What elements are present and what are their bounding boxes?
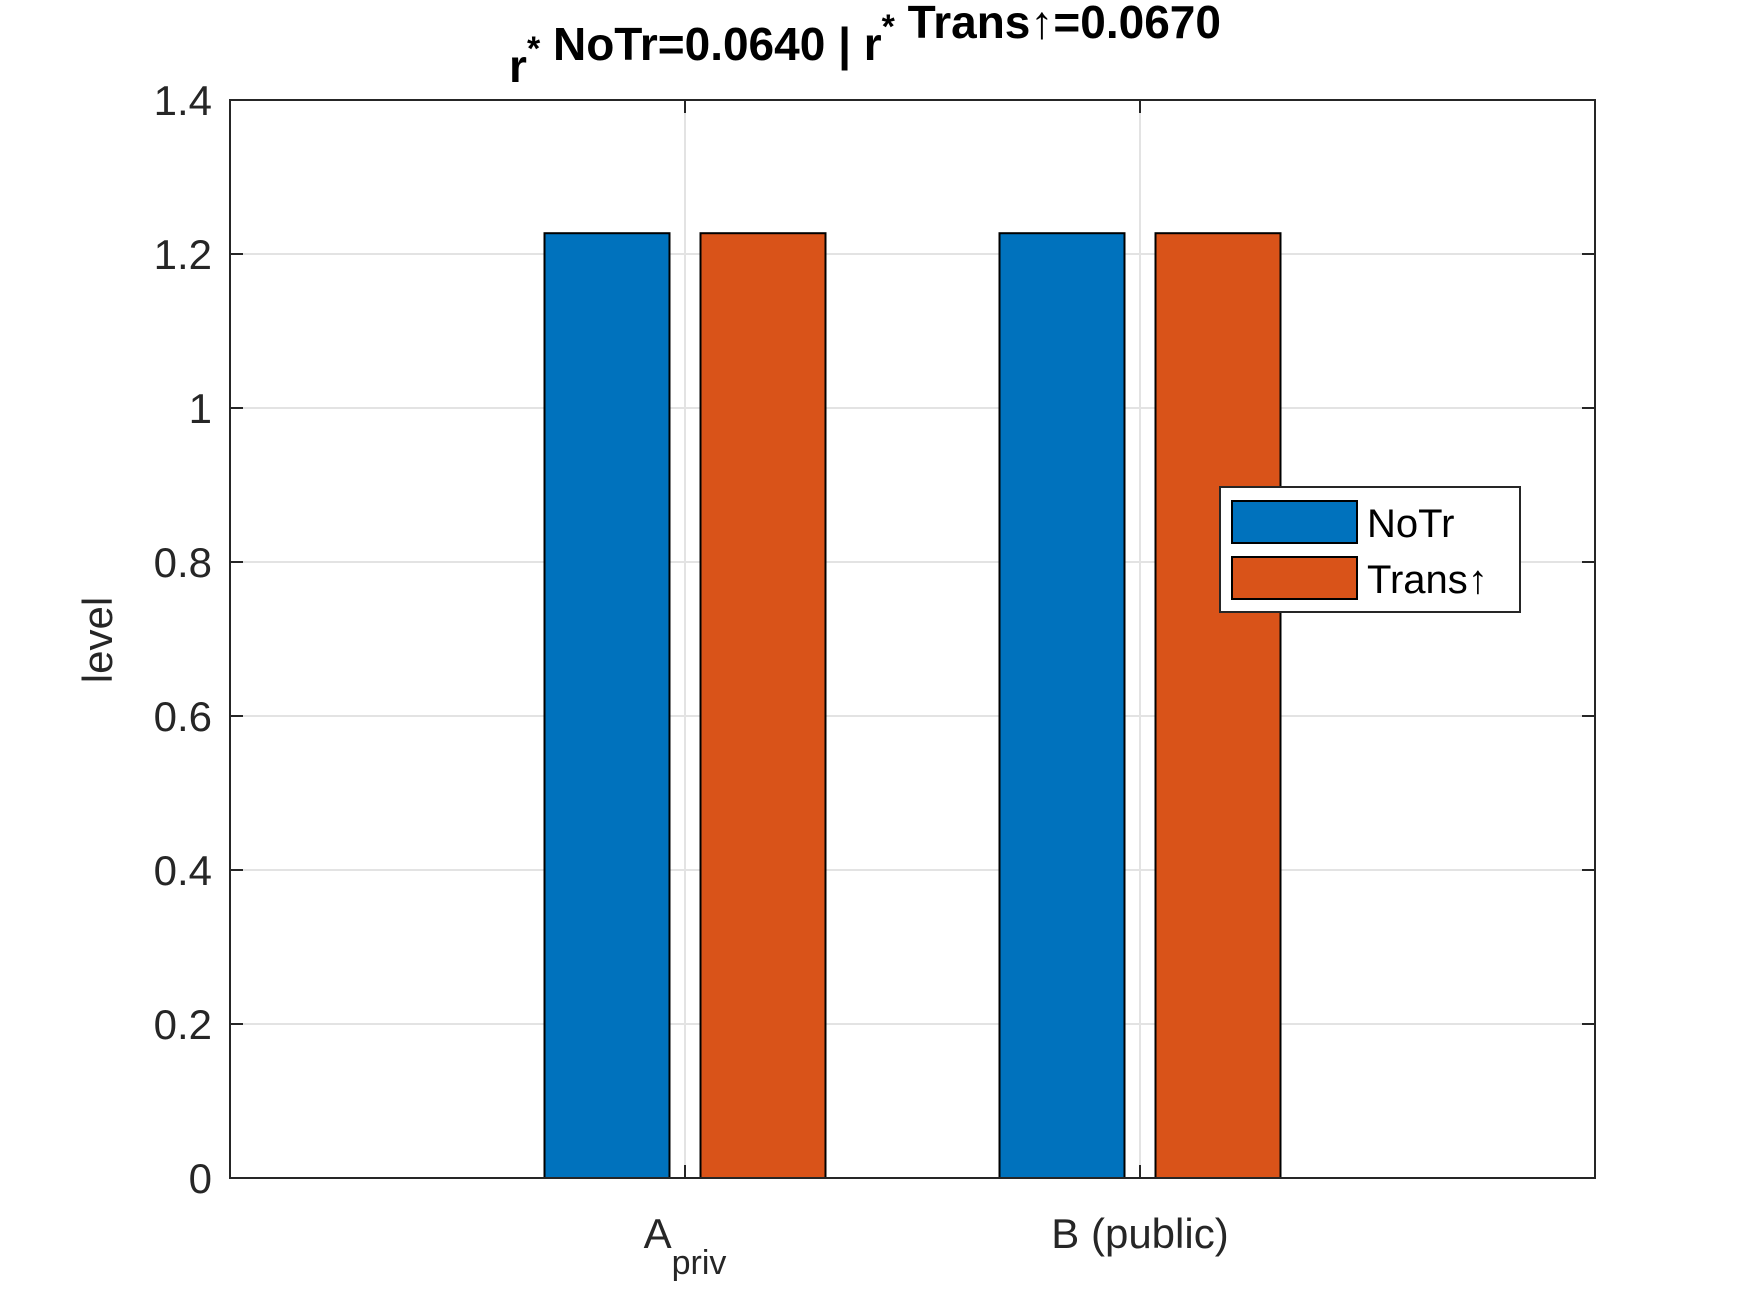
axes-box [229,99,1596,1179]
title-segment: r [509,40,527,92]
tick-labels: 0 0.2 0.4 0.6 0.8 1 1.2 1.4 Apriv B (public) [154,77,1229,1282]
x-tick-label: B (public) [1051,1210,1228,1257]
y-tick-label: 1.4 [154,77,212,124]
y-tick-label: 0.4 [154,847,212,894]
title-superscript: * [882,8,896,46]
bar [1154,232,1282,1179]
y-tick-label: 1.2 [154,231,212,278]
title-segment: NoTr=0.0640 | r [540,18,882,70]
legend-swatch [1231,500,1358,544]
legend-swatch [1231,556,1358,600]
ticks [230,99,1595,1179]
y-tick-label: 0.8 [154,539,212,586]
x-tick-label-base: A [644,1210,672,1257]
title-segment: Trans↑=0.0670 [895,0,1221,48]
y-axis-label: level [74,597,121,683]
y-tick-label: 1 [189,385,212,432]
y-tick-label: 0 [189,1155,212,1202]
title-superscript: * [527,30,541,68]
y-tick-label: 0.6 [154,693,212,740]
bar [998,232,1126,1179]
y-tick-label: 0.2 [154,1001,212,1048]
grid [230,99,1595,1179]
x-tick-label-subscript: priv [672,1244,727,1282]
legend-label: NoTr [1367,502,1454,546]
x-tick-label-base: B (public) [1051,1210,1228,1257]
legend-label: Trans↑ [1367,558,1488,602]
bar [699,232,827,1179]
chart-title: r* NoTr=0.0640 | r* Trans↑=0.0670 [509,0,1221,92]
bar [543,232,671,1179]
x-tick-label: Apriv [644,1210,727,1282]
legend: NoTr Trans↑ [1219,486,1521,613]
